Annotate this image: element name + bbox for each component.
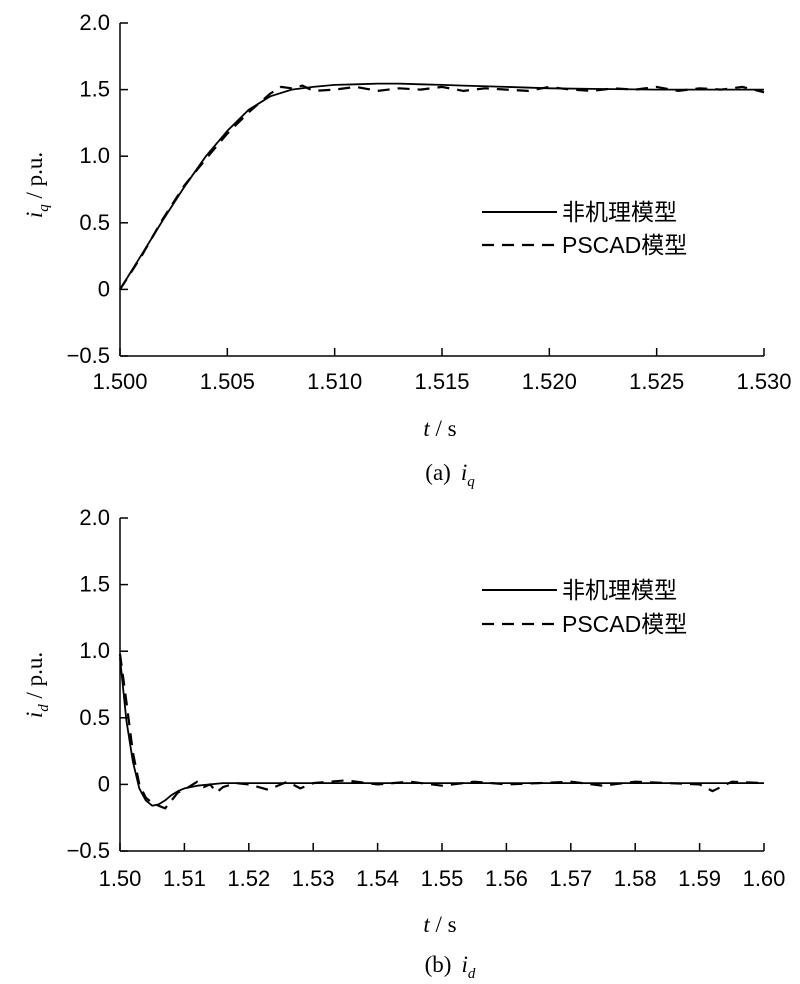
y-tick-label: −0.5 [67,343,110,368]
x-tick-label: 1.54 [356,866,399,891]
x-tick-label: 1.57 [549,866,592,891]
panel-a-caption: (a) iq [425,460,475,490]
x-tick-label: 1.510 [307,369,362,394]
x-tick-label: 1.52 [227,866,270,891]
x-tick-label: 1.515 [414,369,469,394]
panel-a-plot-area [119,82,765,290]
panel-b: 1.50 1.51 1.52 1.53 1.54 1.55 1.56 1.57 1.58 1.59… [22,505,785,982]
x-tick-label: 1.55 [421,866,464,891]
y-tick-label: 2.0 [79,10,110,35]
y-tick-label: 0.5 [79,705,110,730]
panel-b-caption: (b) id [425,952,476,982]
y-tick-label: 0 [98,276,110,301]
y-tick-label: 1.5 [79,77,110,102]
x-tick-label: 1.50 [99,866,142,891]
panel-b-plot-area [118,653,765,810]
x-tick-label: 1.58 [614,866,657,891]
series-pscad-line [118,653,765,810]
panel-a: 1.500 1.505 1.510 1.515 1.520 1.525 1.530 2.0 1… [22,10,792,490]
series-nonmech-line [119,82,764,290]
x-tick-label: 1.525 [629,369,684,394]
x-tick-label: 1.51 [163,866,206,891]
y-tick-label: 0.5 [79,210,110,235]
y-tick-label: 2.0 [79,505,110,530]
y-tick-label: 0 [98,771,110,796]
panel-a-x-ticks: 1.500 1.505 1.510 1.515 1.520 1.525 1.530 [92,348,792,394]
y-tick-label: 1.0 [79,143,110,168]
x-tick-label: 1.505 [200,369,255,394]
panel-b-x-axis-label: t / s [423,912,456,937]
x-tick-label: 1.59 [678,866,721,891]
panel-b-legend: 非机理模型 PSCAD模型 [482,577,687,637]
x-tick-label: 1.53 [292,866,335,891]
legend-label-nonmech: 非机理模型 [562,199,677,225]
x-tick-label: 1.530 [736,369,791,394]
panel-b-y-ticks: 2.0 1.5 1.0 0.5 0 −0.5 [67,505,128,863]
y-tick-label: −0.5 [67,838,110,863]
x-tick-label: 1.520 [522,369,577,394]
panel-a-legend: 非机理模型 PSCAD模型 [482,199,687,258]
x-tick-label: 1.60 [743,866,786,891]
panel-a-y-axis-label: iq / p.u. [22,152,52,218]
x-tick-label: 1.500 [92,369,147,394]
panel-b-x-ticks: 1.50 1.51 1.52 1.53 1.54 1.55 1.56 1.57 1.58 1.59… [99,843,786,891]
series-pscad-line [119,84,765,290]
legend-label-nonmech: 非机理模型 [562,577,677,603]
series-nonmech-line [119,657,764,807]
y-tick-label: 1.0 [79,638,110,663]
panel-a-axes [119,23,764,357]
panel-a-x-axis-label: t / s [423,416,456,441]
legend-label-pscad: PSCAD模型 [562,232,687,258]
y-tick-label: 1.5 [79,572,110,597]
panel-a-y-ticks: 2.0 1.5 1.0 0.5 0 −0.5 [67,10,128,368]
panel-b-axes [119,518,764,852]
panel-b-y-axis-label: id / p.u. [22,652,52,718]
x-tick-label: 1.56 [485,866,528,891]
legend-label-pscad: PSCAD模型 [562,611,687,637]
